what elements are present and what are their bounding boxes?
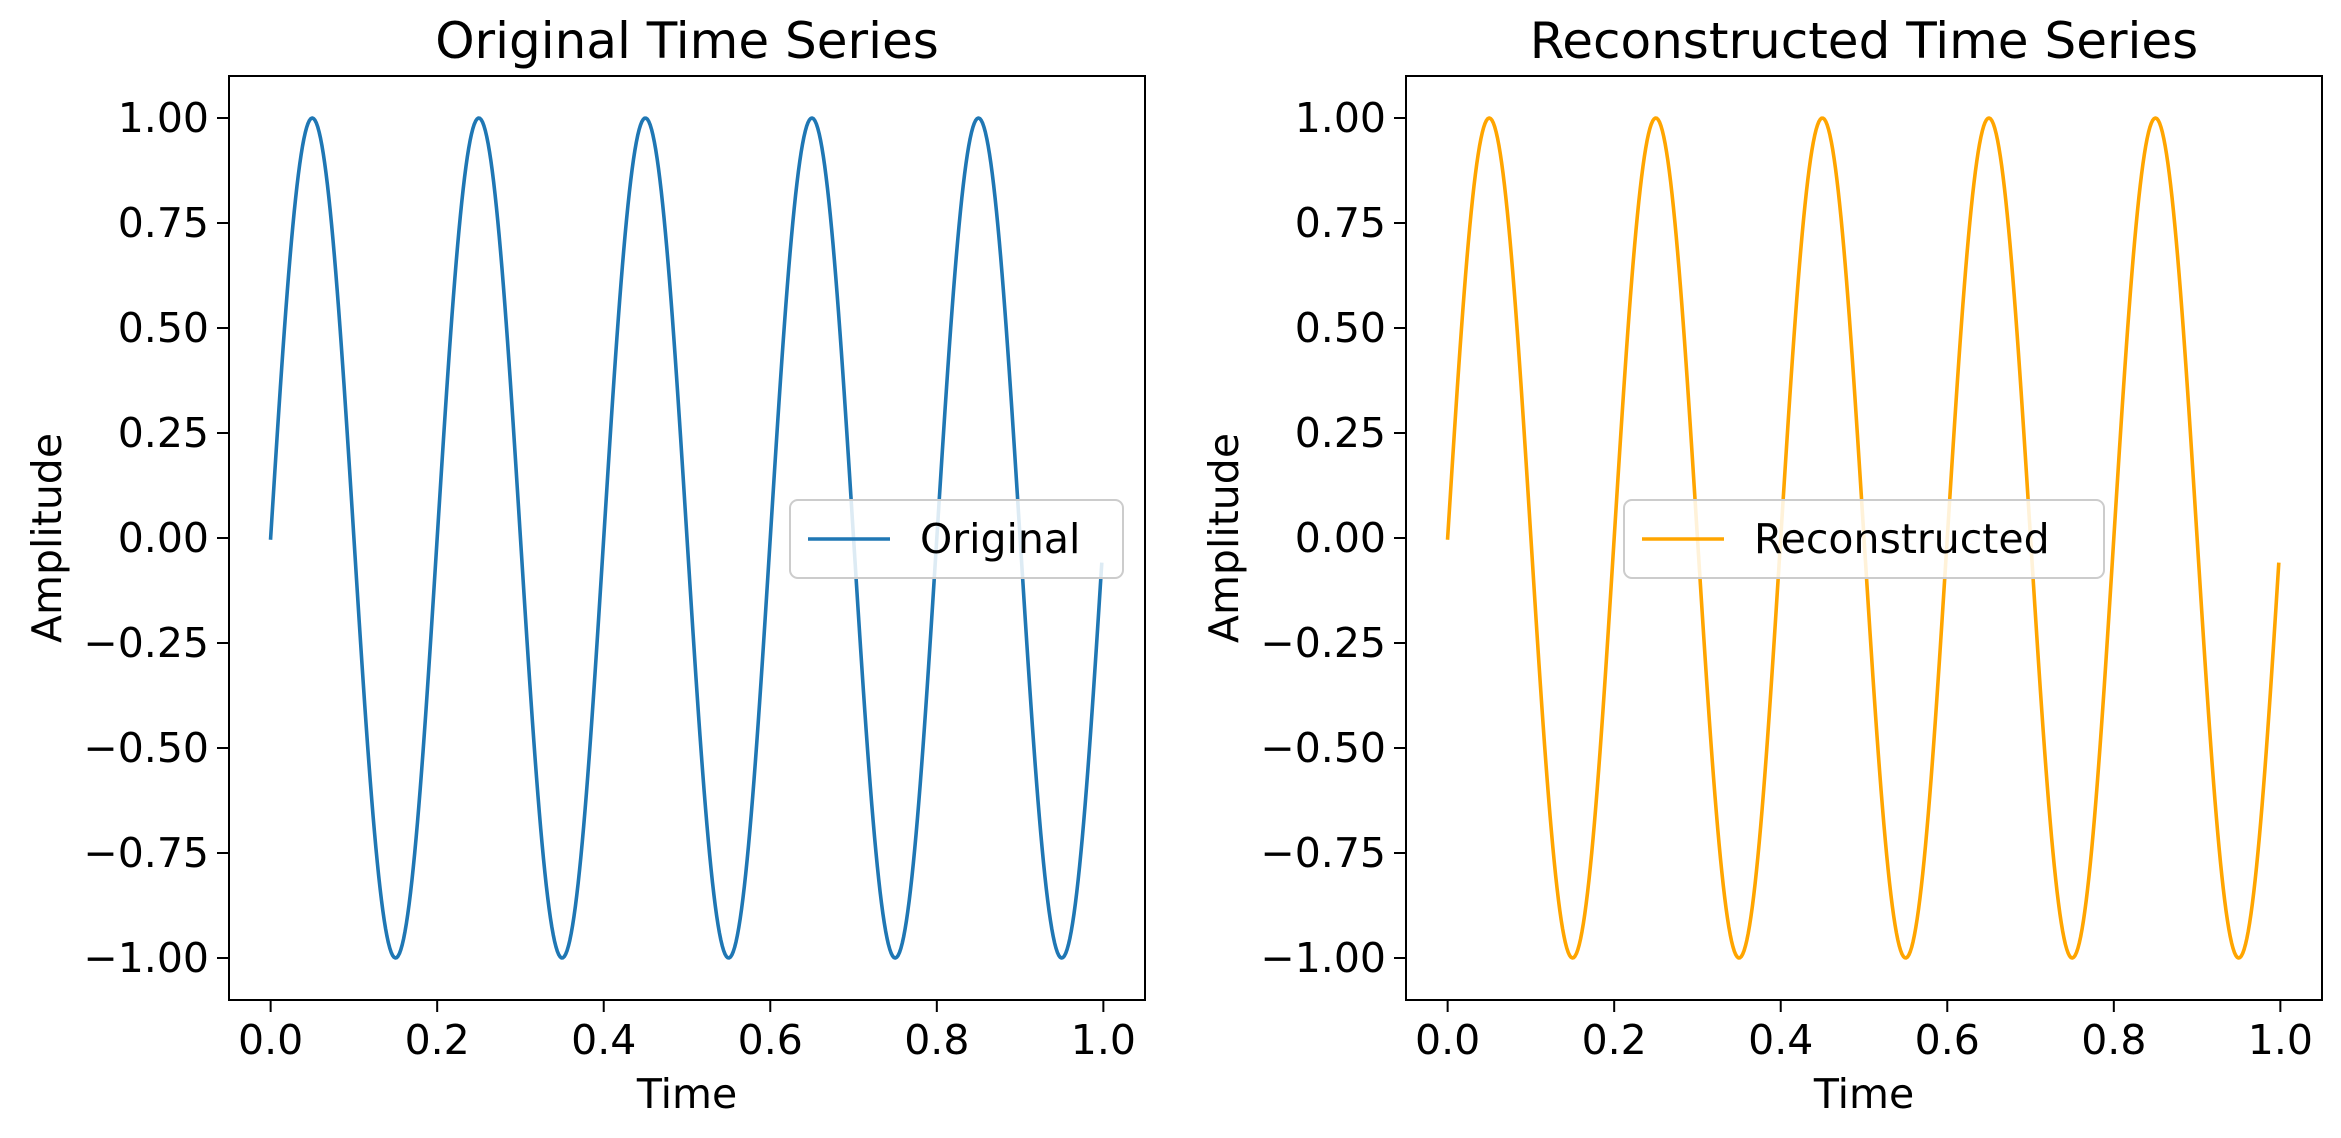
- y-tick-label: 0.50: [118, 304, 209, 352]
- x-tick-label: 0.2: [1582, 1016, 1647, 1064]
- y-tick-label: 0.00: [1295, 514, 1386, 562]
- y-tick-label: 0.25: [1295, 409, 1386, 457]
- x-tick-label: 0.4: [571, 1016, 636, 1064]
- y-tick-label: −0.50: [83, 724, 209, 772]
- x-tick-label: 0.0: [1415, 1016, 1480, 1064]
- legend-label: Reconstructed: [1754, 515, 2050, 563]
- y-tick-label: 0.75: [1295, 199, 1386, 247]
- x-tick-label: 1.0: [2248, 1016, 2313, 1064]
- y-tick-label: −0.25: [83, 619, 209, 667]
- x-tick-label: 0.6: [738, 1016, 803, 1064]
- x-tick-label: 1.0: [1071, 1016, 1136, 1064]
- x-tick-label: 0.8: [2081, 1016, 2146, 1064]
- x-tick-label: 0.2: [405, 1016, 470, 1064]
- y-tick-label: 0.00: [118, 514, 209, 562]
- x-tick-label: 0.4: [1748, 1016, 1813, 1064]
- legend-box: [1623, 499, 2105, 579]
- y-axis-label: Amplitude: [1200, 433, 1248, 643]
- y-tick-label: −0.25: [1260, 619, 1386, 667]
- chart-panel-2: 0.0 0.2 0.4 0.6 0.8 1.0 1.00 0.75 0.50 0.25 0.00 −0…: [1200, 12, 2323, 1118]
- chart-panel-1: 0.0 0.2 0.4 0.6 0.8 1.0 1.00 0.75 0.50 0.25 0.00 −0…: [23, 12, 1146, 1118]
- y-tick-label: −0.50: [1260, 724, 1386, 772]
- legend-label: Original: [920, 515, 1080, 563]
- y-axis-label: Amplitude: [23, 433, 71, 643]
- chart-title: Reconstructed Time Series: [1530, 12, 2198, 70]
- x-axis-label: Time: [1813, 1070, 1914, 1118]
- x-axis-label: Time: [636, 1070, 737, 1118]
- legend-box: [789, 499, 1124, 579]
- legend: Reconstructed: [1623, 499, 2105, 579]
- y-tick-label: 1.00: [1295, 94, 1386, 142]
- chart-title: Original Time Series: [435, 12, 939, 70]
- y-tick-label: 0.75: [118, 199, 209, 247]
- y-tick-label: 0.50: [1295, 304, 1386, 352]
- legend: Original: [789, 499, 1124, 579]
- y-tick-label: −1.00: [1260, 934, 1386, 982]
- y-tick-label: −0.75: [1260, 829, 1386, 877]
- series-line-original: [268, 116, 1104, 960]
- x-tick-label: 0.0: [238, 1016, 303, 1064]
- y-tick-label: −0.75: [83, 829, 209, 877]
- x-tick-label: 0.8: [904, 1016, 969, 1064]
- y-tick-label: −1.00: [83, 934, 209, 982]
- x-tick-label: 0.6: [1915, 1016, 1980, 1064]
- y-tick-label: 1.00: [118, 94, 209, 142]
- y-tick-label: 0.25: [118, 409, 209, 457]
